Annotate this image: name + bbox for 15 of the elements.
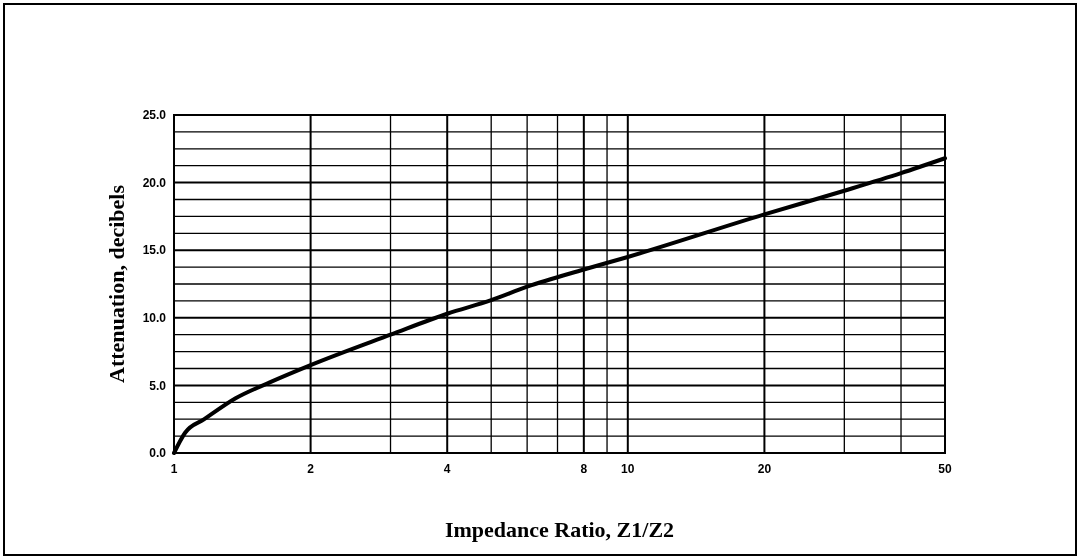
y-tick-label: 15.0 xyxy=(142,243,167,258)
x-tick-label: 50 xyxy=(938,462,952,476)
x-tick-label: 8 xyxy=(580,462,588,476)
x-tick-label: 2 xyxy=(307,462,315,476)
x-tick-label: 10 xyxy=(621,462,635,476)
x-tick-label: 20 xyxy=(757,462,772,476)
y-axis-title: Attenuation, decibels xyxy=(104,184,129,383)
x-axis-title: Impedance Ratio, Z1/Z2 xyxy=(444,517,675,542)
x-tick-label: 4 xyxy=(443,462,451,476)
y-tick-label: 10.0 xyxy=(142,311,167,325)
y-tick-label: 5.0 xyxy=(149,378,167,393)
y-tick-label: 0.0 xyxy=(149,446,167,461)
x-tick-label: 1 xyxy=(170,462,178,476)
y-tick-label: 20.0 xyxy=(142,175,167,190)
y-tick-label: 25.0 xyxy=(142,108,167,123)
